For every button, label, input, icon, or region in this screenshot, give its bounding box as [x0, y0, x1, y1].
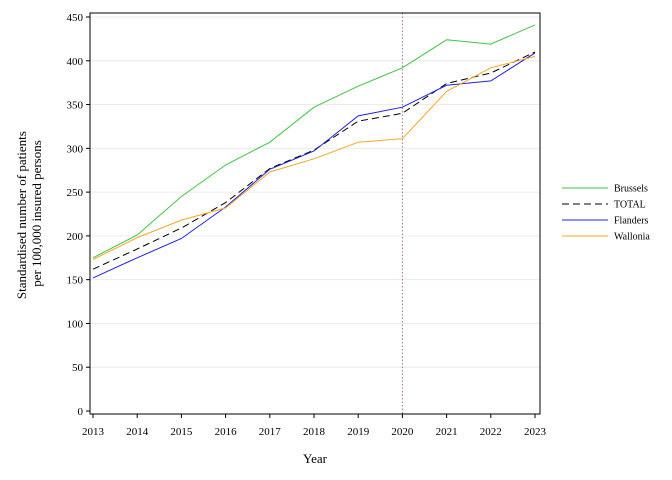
y-axis-title: Standardised number of patients per 100,…	[14, 128, 44, 299]
legend-label: Flanders	[614, 216, 649, 227]
y-tick-label: 100	[67, 318, 84, 330]
x-tick-label: 2019	[347, 426, 370, 438]
y-axis-title-line-2: per 100,000 insured persons	[29, 140, 44, 287]
x-tick-label: 2015	[170, 426, 193, 438]
x-tick-label: 2017	[259, 426, 282, 438]
y-tick-label: 0	[78, 406, 84, 418]
x-tick-label: 2016	[215, 426, 238, 438]
y-tick-label: 450	[67, 12, 84, 24]
legend-label: TOTAL	[614, 200, 646, 211]
x-tick-label: 2020	[391, 426, 414, 438]
x-tick-label: 2018	[303, 426, 326, 438]
y-tick-label: 300	[67, 143, 84, 155]
x-axis-title: Year	[303, 451, 328, 466]
y-tick-label: 150	[67, 275, 84, 287]
gridlines	[90, 16, 540, 368]
series-line-flanders	[92, 52, 536, 279]
axes: 0 50 100 150 200 250 300 350 400 450 2013 2014 2015 2…	[67, 12, 547, 438]
x-tick-label: 2021	[436, 426, 458, 438]
x-tick-label: 2013	[82, 426, 105, 438]
x-tick-label: 2014	[126, 426, 149, 438]
series-line-total	[92, 51, 536, 270]
y-tick-label: 400	[67, 56, 84, 68]
y-tick-label: 350	[67, 100, 84, 112]
series-line-brussels	[92, 24, 536, 259]
y-tick-label: 200	[67, 231, 84, 243]
legend-label: Brussels	[614, 184, 648, 195]
series-lines	[92, 24, 536, 279]
plot-frame	[89, 12, 541, 415]
y-axis-title-line-1: Standardised number of patients	[14, 131, 29, 299]
series-line-wallonia	[92, 55, 536, 260]
y-tick-label: 50	[72, 362, 84, 374]
legend: Brussels TOTAL Flanders Wallonia	[562, 184, 650, 243]
legend-label: Wallonia	[614, 232, 650, 243]
x-tick-label: 2023	[524, 426, 547, 438]
x-tick-label: 2022	[480, 426, 502, 438]
y-tick-label: 250	[67, 187, 84, 199]
